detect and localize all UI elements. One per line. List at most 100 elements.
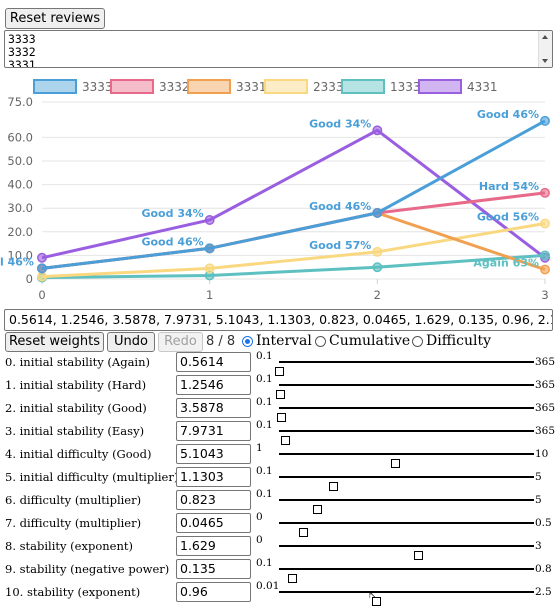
- param-label: 6. difficulty (multiplier): [5, 493, 142, 507]
- param-min: 0.1: [256, 350, 273, 362]
- radio-unchecked-icon[interactable]: [315, 335, 326, 347]
- param-slider[interactable]: [279, 430, 534, 445]
- param-input[interactable]: 7.9731: [176, 421, 251, 441]
- param-slider[interactable]: [279, 476, 534, 491]
- radio-cumulative[interactable]: Cumulative: [315, 332, 410, 350]
- undo-button[interactable]: Undo: [107, 332, 155, 352]
- y-tick-label: 30.0: [7, 201, 33, 215]
- param-min: 0: [256, 534, 263, 546]
- param-input[interactable]: 1.629: [176, 536, 251, 556]
- slider-thumb[interactable]: [312, 505, 322, 514]
- y-tick-label: 10.0: [7, 248, 33, 262]
- scroll-up-arrow-icon[interactable]: [542, 35, 548, 39]
- param-row: 5. initial difficulty (multiplier) 1.1303…: [0, 465, 560, 491]
- param-min: 0.01: [256, 580, 280, 592]
- param-min: 0.1: [256, 557, 273, 569]
- param-max: 5: [535, 494, 542, 506]
- data-point: [372, 246, 383, 257]
- slider-thumb[interactable]: [298, 528, 308, 537]
- data-annotation: Hard 54%: [479, 180, 539, 193]
- legend-label: 1333: [390, 80, 421, 94]
- series-line: [41, 119, 546, 270]
- param-max: 0.8: [535, 563, 552, 575]
- slider-thumb[interactable]: [280, 436, 290, 445]
- param-label: 4. initial difficulty (Good): [5, 447, 152, 461]
- radio-interval[interactable]: Interval: [242, 332, 312, 350]
- x-tick-label: 2: [374, 288, 381, 302]
- param-row: 6. difficulty (multiplier) 0.823 0.1 5: [0, 488, 560, 514]
- param-min: 0.1: [256, 373, 273, 385]
- param-input[interactable]: 0.96: [176, 582, 251, 602]
- data-point: [540, 264, 550, 275]
- reset-reviews-button[interactable]: Reset reviews: [5, 8, 105, 29]
- data-annotation: Good 56%: [477, 211, 539, 224]
- param-max: 365: [535, 379, 556, 391]
- legend-swatch[interactable]: [110, 79, 154, 94]
- param-slider[interactable]: [279, 568, 534, 583]
- slider-thumb[interactable]: [275, 367, 285, 376]
- slider-thumb[interactable]: [287, 574, 297, 583]
- y-tick-label: 50.0: [7, 154, 33, 168]
- radio-checked-icon[interactable]: [242, 335, 253, 347]
- slider-thumb[interactable]: [413, 551, 423, 560]
- param-max: 5: [535, 471, 542, 483]
- review-line: 3332: [8, 45, 36, 59]
- legend-swatch[interactable]: [264, 79, 308, 94]
- series-line: [41, 128, 546, 260]
- param-slider[interactable]: [275, 384, 534, 399]
- textarea-scrollbar[interactable]: [538, 31, 552, 67]
- legend-swatch[interactable]: [187, 79, 231, 94]
- param-max: 0.5: [535, 517, 552, 529]
- slider-thumb[interactable]: [328, 482, 338, 491]
- param-slider[interactable]: [279, 453, 534, 468]
- param-input[interactable]: 5.1043: [176, 444, 251, 464]
- param-input[interactable]: 0.5614: [176, 352, 251, 372]
- weights-input[interactable]: 0.5614, 1.2546, 3.5878, 7.9731, 5.1043, …: [4, 309, 553, 331]
- param-input[interactable]: 1.2546: [176, 375, 251, 395]
- param-label: 1. initial stability (Hard): [5, 378, 147, 392]
- param-slider[interactable]: [277, 407, 534, 422]
- param-row: 2. initial stability (Good) 3.5878 0.1 365: [0, 396, 560, 422]
- param-row: 10. stability (exponent) 0.96 0.01 2.5: [0, 580, 560, 606]
- legend-swatch[interactable]: [341, 79, 385, 94]
- param-slider[interactable]: [279, 522, 534, 537]
- reviews-textarea[interactable]: 3333 3332 3331: [4, 30, 553, 68]
- param-row: 8. stability (exponent) 1.629 0 3: [0, 534, 560, 560]
- legend-label: 3333: [82, 80, 113, 94]
- legend-swatch[interactable]: [33, 79, 77, 94]
- param-input[interactable]: 1.1303: [176, 467, 251, 487]
- data-point: [37, 271, 47, 282]
- x-tick-label: 3: [541, 288, 548, 302]
- slider-thumb[interactable]: [277, 413, 287, 422]
- param-row: 1. initial stability (Hard) 1.2546 0.1 365: [0, 373, 560, 399]
- redo-button[interactable]: Redo: [158, 332, 203, 352]
- reset-weights-button[interactable]: Reset weights: [5, 332, 104, 352]
- y-tick-label: 20.0: [7, 225, 33, 239]
- slider-thumb[interactable]: [391, 459, 401, 468]
- param-input[interactable]: 0.0465: [176, 513, 251, 533]
- param-input[interactable]: 0.823: [176, 490, 251, 510]
- data-point: [37, 263, 47, 274]
- x-tick-label: 1: [206, 288, 213, 302]
- slider-thumb[interactable]: [275, 390, 285, 399]
- param-input[interactable]: 3.5878: [176, 398, 251, 418]
- param-label: 10. stability (exponent): [5, 585, 141, 599]
- radio-unchecked-icon[interactable]: [412, 335, 423, 347]
- param-slider[interactable]: [279, 499, 534, 514]
- param-input[interactable]: 0.135: [176, 559, 251, 579]
- legend-label: 3331: [236, 80, 267, 94]
- y-tick-label: 75.0: [7, 95, 33, 109]
- param-slider[interactable]: [279, 545, 534, 560]
- data-point: [540, 250, 550, 261]
- param-label: 9. stability (negative power): [5, 562, 170, 576]
- scroll-down-arrow-icon[interactable]: [542, 59, 548, 63]
- param-label: 2. initial stability (Good): [5, 401, 147, 415]
- param-slider[interactable]: [275, 361, 534, 376]
- param-slider[interactable]: [279, 591, 534, 606]
- radio-cumulative-label: Cumulative: [329, 333, 411, 349]
- legend-swatch[interactable]: [418, 79, 462, 94]
- y-tick-label: 40.0: [7, 178, 33, 192]
- radio-difficulty[interactable]: Difficulty: [412, 332, 491, 350]
- data-point: [204, 215, 215, 225]
- param-min: 1: [256, 442, 263, 454]
